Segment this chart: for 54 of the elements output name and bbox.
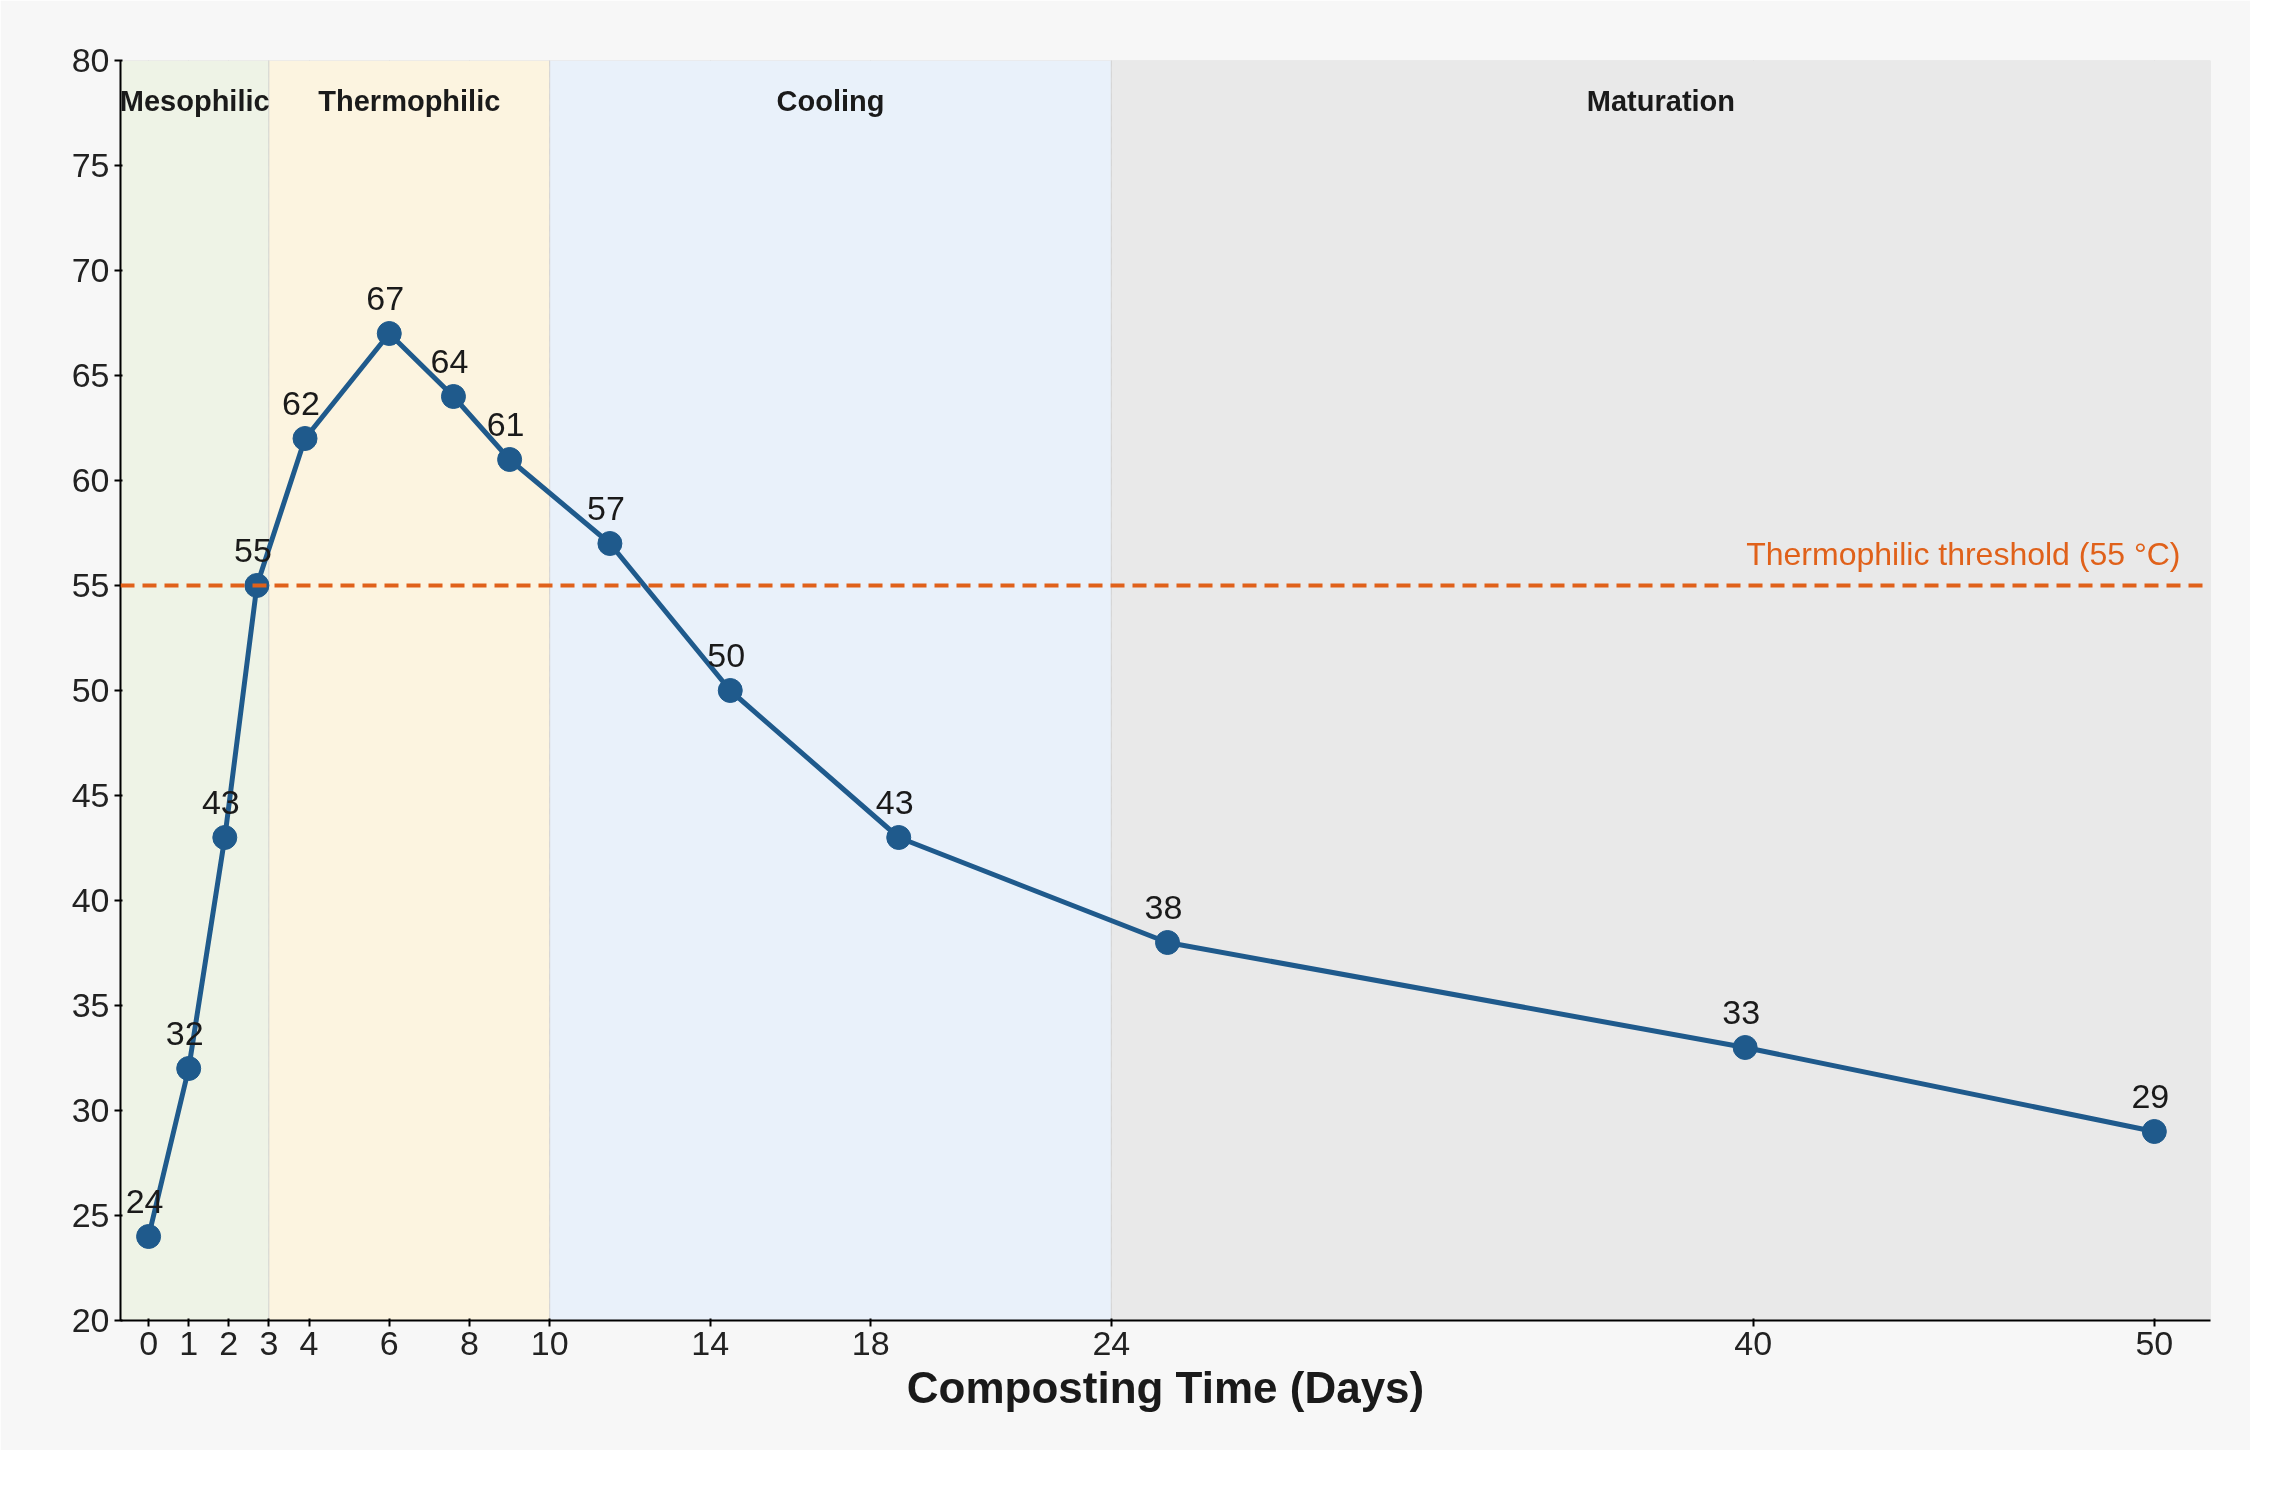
- y-tick-label: 70: [71, 251, 110, 289]
- x-tick-label: 14: [691, 1323, 730, 1362]
- point: [886, 825, 912, 850]
- data-label: 29: [2131, 1076, 2170, 1115]
- y-tick-label: 55: [71, 566, 110, 604]
- data-label: 61: [486, 404, 525, 443]
- point: [212, 825, 238, 850]
- y-tick-label: 80: [71, 41, 110, 79]
- x-tick-label: 18: [851, 1323, 890, 1362]
- data-label: 67: [366, 278, 405, 317]
- x-tick-label: 50: [2135, 1323, 2174, 1362]
- point: [717, 678, 743, 703]
- point: [136, 1224, 162, 1249]
- x-tick-label: 4: [299, 1323, 319, 1362]
- x-tick-label: 6: [379, 1323, 399, 1362]
- data-label: 38: [1144, 887, 1183, 926]
- x-tick-label: 8: [460, 1323, 479, 1362]
- band-label: Cooling: [776, 84, 885, 117]
- y-tick-label: 20: [71, 1301, 110, 1339]
- ref-line-label: Thermophilic threshold (55 °C): [1746, 535, 2181, 572]
- y-tick-label: 60: [71, 461, 110, 499]
- point: [1155, 930, 1181, 955]
- data-label: 62: [282, 383, 320, 422]
- y-tick-label: 25: [71, 1196, 110, 1234]
- x-axis-title: Composting Time (Days): [906, 1362, 1425, 1412]
- point: [497, 447, 523, 472]
- y-tick-label: 65: [71, 356, 110, 394]
- x-tick-label: 1: [179, 1323, 199, 1362]
- band-label: Thermophilic: [318, 84, 501, 117]
- x-tick-label: 24: [1092, 1323, 1131, 1362]
- data-label: 43: [875, 782, 914, 821]
- y-tick-label: 35: [71, 986, 110, 1024]
- point: [292, 426, 318, 451]
- x-tick-label: 2: [219, 1323, 239, 1362]
- point: [2141, 1119, 2167, 1144]
- y-tick-label: 45: [71, 776, 110, 814]
- x-tick-label: 10: [530, 1323, 569, 1362]
- point: [440, 384, 466, 409]
- data-label: 64: [430, 341, 469, 380]
- data-label: 57: [587, 488, 625, 527]
- y-tick-label: 30: [71, 1091, 110, 1129]
- band-label: Maturation: [1586, 84, 1736, 117]
- data-label: 50: [707, 635, 746, 674]
- data-label: 33: [1722, 992, 1761, 1031]
- y-tick-label: 75: [71, 146, 110, 184]
- y-tick-label: 40: [71, 881, 110, 919]
- point: [597, 531, 623, 556]
- x-tick-label: 3: [259, 1323, 279, 1362]
- point: [376, 321, 402, 346]
- point: [176, 1056, 202, 1081]
- x-tick-label: 0: [139, 1323, 159, 1362]
- x-tick-label: 40: [1734, 1323, 1773, 1362]
- y-tick-label: 50: [71, 671, 110, 709]
- point: [1732, 1035, 1758, 1060]
